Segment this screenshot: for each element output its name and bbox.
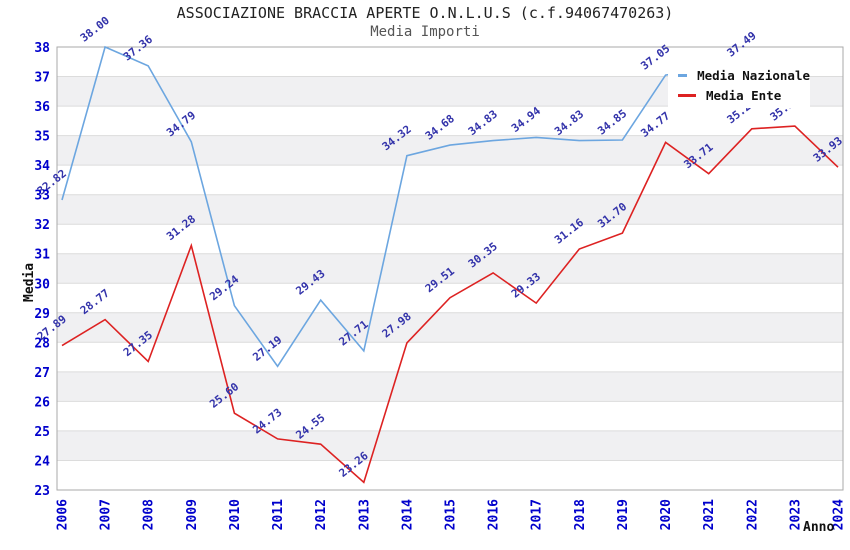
y-tick-label: 23 bbox=[34, 484, 50, 499]
x-tick-label: 2014 bbox=[400, 499, 415, 530]
x-tick-label: 2006 bbox=[56, 499, 71, 530]
data-label: 38.00 bbox=[78, 14, 112, 45]
data-label: 34.94 bbox=[509, 104, 543, 135]
y-axis-title: Media bbox=[22, 262, 37, 302]
x-tick-label: 2024 bbox=[832, 499, 847, 530]
y-tick-label: 32 bbox=[34, 218, 50, 233]
x-tick-label: 2016 bbox=[487, 499, 502, 530]
x-tick-label: 2017 bbox=[530, 499, 545, 530]
x-tick-label: 2007 bbox=[99, 499, 114, 530]
y-tick-label: 36 bbox=[34, 100, 50, 115]
x-tick-label: 2018 bbox=[573, 499, 588, 530]
legend-item-media-ente: Media Ente bbox=[678, 85, 810, 105]
y-tick-label: 38 bbox=[34, 41, 50, 56]
x-tick-label: 2009 bbox=[185, 499, 200, 530]
chart-subtitle: Media Importi bbox=[370, 24, 480, 40]
grid-band bbox=[57, 430, 843, 461]
x-tick-label: 2011 bbox=[271, 499, 286, 530]
x-tick-label: 2008 bbox=[142, 499, 157, 530]
y-tick-label: 26 bbox=[34, 395, 50, 410]
grid-band bbox=[57, 194, 843, 225]
data-label: 37.49 bbox=[725, 29, 759, 60]
nazionale-line-swatch bbox=[678, 73, 688, 77]
y-tick-label: 25 bbox=[34, 425, 50, 440]
x-tick-label: 2013 bbox=[357, 499, 372, 530]
series-line-media-ente bbox=[61, 125, 839, 484]
x-tick-label: 2015 bbox=[444, 499, 459, 530]
grid-band bbox=[57, 253, 843, 284]
grid-band bbox=[57, 135, 843, 166]
x-tick-label: 2010 bbox=[228, 499, 243, 530]
x-axis-title: Anno bbox=[803, 520, 835, 535]
y-tick-label: 30 bbox=[34, 277, 50, 292]
y-tick-label: 37 bbox=[34, 71, 50, 86]
x-tick-label: 2021 bbox=[702, 499, 717, 530]
x-tick-label: 2012 bbox=[314, 499, 329, 530]
legend: Media Nazionale Media Ente bbox=[668, 57, 810, 108]
y-tick-label: 35 bbox=[34, 130, 50, 145]
y-tick-label: 31 bbox=[34, 248, 50, 263]
plot-border bbox=[56, 46, 844, 491]
data-label: 34.83 bbox=[466, 108, 500, 139]
y-tick-label: 33 bbox=[34, 189, 50, 204]
y-tick-label: 24 bbox=[34, 455, 50, 470]
x-tick-label: 2023 bbox=[788, 499, 803, 530]
y-tick-label: 28 bbox=[34, 336, 50, 351]
legend-label-ente: Media Ente bbox=[706, 87, 782, 103]
y-tick-label: 34 bbox=[34, 159, 50, 174]
grid-band bbox=[57, 371, 843, 402]
chart-title: ASSOCIAZIONE BRACCIA APERTE O.N.L.U.S (c… bbox=[176, 4, 674, 22]
legend-item-media-nazionale: Media Nazionale bbox=[678, 65, 810, 85]
series-line-media-nazionale bbox=[61, 45, 752, 368]
data-label: 34.79 bbox=[164, 109, 198, 140]
y-tick-label: 29 bbox=[34, 307, 50, 322]
x-tick-label: 2020 bbox=[659, 499, 674, 530]
y-tick-label: 27 bbox=[34, 366, 50, 381]
x-tick-label: 2019 bbox=[616, 499, 631, 530]
data-label: 34.85 bbox=[595, 107, 629, 138]
ente-line-swatch bbox=[678, 93, 696, 97]
legend-label-nazionale: Media Nazionale bbox=[697, 67, 810, 83]
data-label: 37.36 bbox=[121, 33, 155, 64]
grid-band bbox=[57, 312, 843, 343]
data-label: 34.83 bbox=[552, 108, 586, 139]
x-tick-label: 2022 bbox=[745, 499, 760, 530]
